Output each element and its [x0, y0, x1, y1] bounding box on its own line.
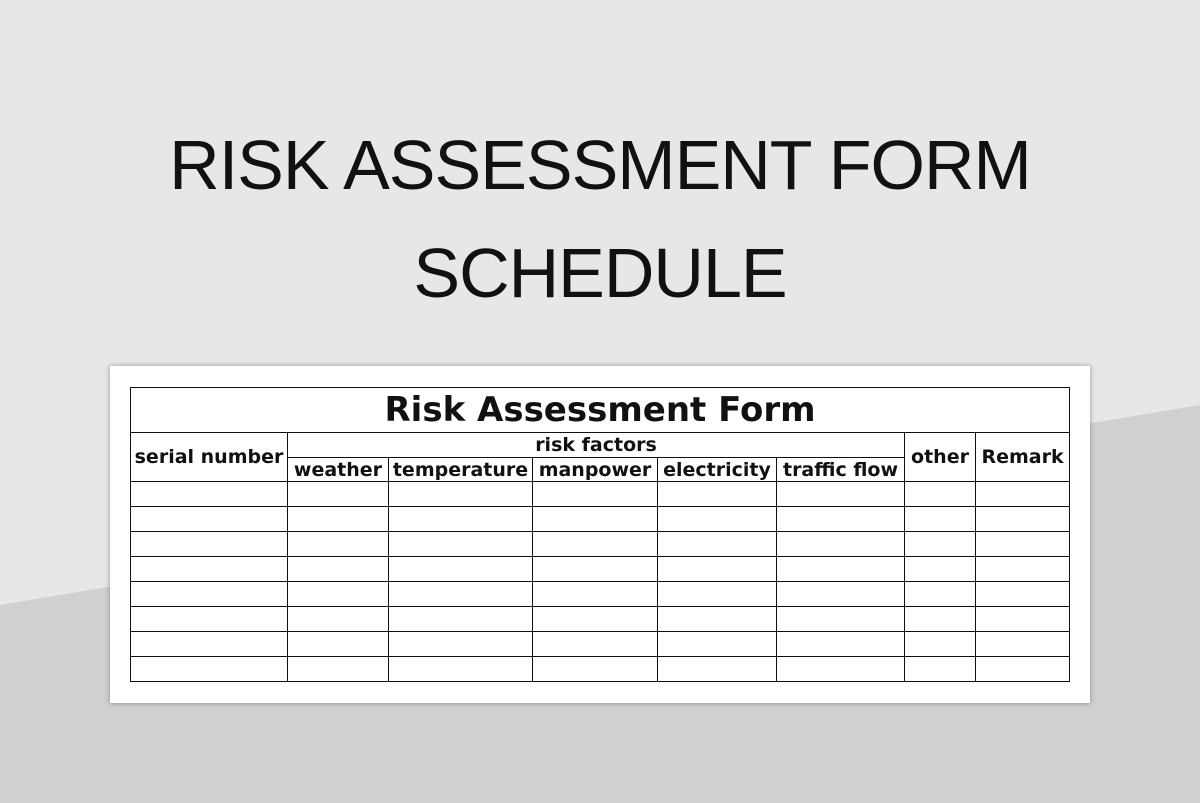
table-cell[interactable]: [657, 631, 777, 657]
table-row: [130, 556, 1071, 582]
table-cell[interactable]: [974, 556, 1071, 582]
table-cell[interactable]: [776, 531, 905, 557]
table-cell[interactable]: [657, 606, 777, 632]
table-row: [130, 481, 1071, 507]
table-cell[interactable]: [287, 531, 389, 557]
table-cell[interactable]: [657, 656, 777, 682]
headline-line2: SCHEDULE: [413, 234, 787, 312]
header-risk-factors: risk factors: [287, 432, 905, 458]
table-cell[interactable]: [388, 581, 533, 607]
table-cell[interactable]: [130, 581, 288, 607]
table-cell[interactable]: [776, 556, 905, 582]
header-traffic-flow: traffic flow: [776, 457, 905, 482]
table-cell[interactable]: [904, 531, 976, 557]
table-cell[interactable]: [904, 481, 976, 507]
table-cell[interactable]: [287, 631, 389, 657]
table-cell[interactable]: [130, 506, 288, 532]
table-cell[interactable]: [130, 531, 288, 557]
table-cell[interactable]: [532, 531, 658, 557]
table-row: [130, 631, 1071, 657]
table-cell[interactable]: [388, 556, 533, 582]
table-cell[interactable]: [130, 556, 288, 582]
table-cell[interactable]: [776, 606, 905, 632]
table-cell[interactable]: [287, 606, 389, 632]
table-cell[interactable]: [388, 506, 533, 532]
table-cell[interactable]: [287, 581, 389, 607]
table-row: [130, 506, 1071, 532]
table-cell[interactable]: [532, 481, 658, 507]
table-row: [130, 531, 1071, 557]
header-other: other: [904, 432, 976, 482]
table-cell[interactable]: [287, 481, 389, 507]
table-cell[interactable]: [776, 581, 905, 607]
table-cell[interactable]: [904, 581, 976, 607]
table-cell[interactable]: [904, 506, 976, 532]
header-manpower: manpower: [532, 457, 658, 482]
table-cell[interactable]: [287, 506, 389, 532]
table-cell[interactable]: [657, 581, 777, 607]
table-cell[interactable]: [532, 631, 658, 657]
form-title: Risk Assessment Form: [129, 387, 1071, 433]
table-cell[interactable]: [532, 606, 658, 632]
table-cell[interactable]: [974, 631, 1071, 657]
table-cell[interactable]: [776, 506, 905, 532]
table-cell[interactable]: [904, 631, 976, 657]
form-card: Risk Assessment Form serial number risk …: [110, 366, 1090, 703]
table-cell[interactable]: [287, 556, 389, 582]
table-cell[interactable]: [776, 656, 905, 682]
table-cell[interactable]: [532, 581, 658, 607]
risk-assessment-table: Risk Assessment Form serial number risk …: [129, 387, 1071, 682]
table-cell[interactable]: [657, 531, 777, 557]
table-cell[interactable]: [974, 481, 1071, 507]
header-temperature: temperature: [388, 457, 533, 482]
table-cell[interactable]: [974, 506, 1071, 532]
table-cell[interactable]: [388, 531, 533, 557]
table-cell[interactable]: [974, 606, 1071, 632]
table-row: [130, 606, 1071, 632]
table-row: [130, 656, 1071, 682]
table-cell[interactable]: [532, 656, 658, 682]
table-cell[interactable]: [130, 656, 288, 682]
table-cell[interactable]: [388, 481, 533, 507]
table-cell[interactable]: [776, 631, 905, 657]
table-cell[interactable]: [904, 606, 976, 632]
table-cell[interactable]: [130, 481, 288, 507]
table-cell[interactable]: [388, 631, 533, 657]
table-cell[interactable]: [532, 506, 658, 532]
table-row: [130, 581, 1071, 607]
table-cell[interactable]: [130, 631, 288, 657]
table-cell[interactable]: [388, 606, 533, 632]
table-cell[interactable]: [657, 481, 777, 507]
table-cell[interactable]: [776, 481, 905, 507]
table-cell[interactable]: [904, 656, 976, 682]
table-cell[interactable]: [974, 656, 1071, 682]
table-cell[interactable]: [532, 556, 658, 582]
header-remark: Remark: [974, 432, 1071, 482]
header-weather: weather: [287, 457, 389, 482]
header-electricity: electricity: [657, 457, 777, 482]
headline-line1: RISK ASSESSMENT FORM: [169, 126, 1032, 204]
table-cell[interactable]: [388, 656, 533, 682]
table-cell[interactable]: [130, 606, 288, 632]
table-cell[interactable]: [974, 531, 1071, 557]
table-cell[interactable]: [974, 581, 1071, 607]
table-cell[interactable]: [904, 556, 976, 582]
table-cell[interactable]: [657, 506, 777, 532]
table-cell[interactable]: [657, 556, 777, 582]
table-cell[interactable]: [287, 656, 389, 682]
header-serial-number: serial number: [130, 432, 288, 482]
